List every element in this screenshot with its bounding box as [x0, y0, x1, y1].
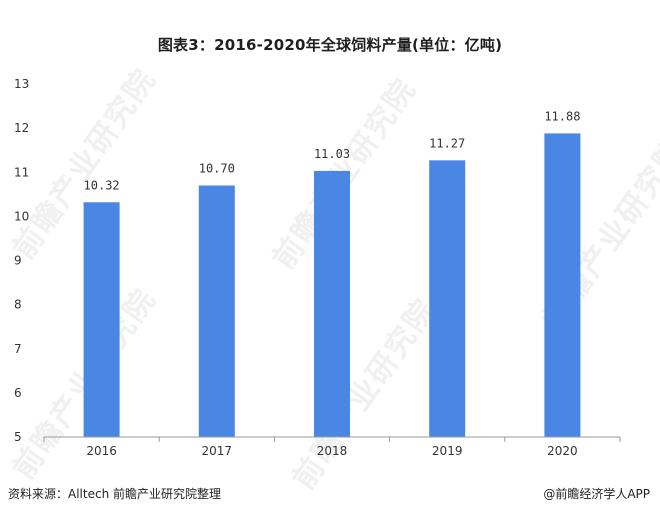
x-tick-label: 2020 — [547, 444, 578, 458]
bar-2019 — [429, 160, 466, 437]
bar-2016 — [83, 202, 120, 437]
bar-2020 — [544, 133, 581, 438]
y-tick-label: 10 — [14, 209, 29, 223]
data-label: 10.70 — [199, 161, 235, 175]
data-label: 10.32 — [84, 178, 120, 192]
y-tick-label: 7 — [14, 342, 22, 356]
x-tick-label: 2016 — [86, 444, 117, 458]
chart-title: 图表3：2016-2020年全球饲料产量(单位：亿吨) — [157, 36, 503, 54]
x-axis-ticks: 2016 2017 2018 2019 2020 — [43, 437, 621, 458]
data-label: 11.88 — [544, 109, 580, 123]
source-note: 资料来源：Alltech 前瞻产业研究院整理 — [8, 487, 221, 501]
x-tick-label: 2019 — [432, 444, 463, 458]
bar-2018 — [314, 170, 350, 437]
y-tick-label: 12 — [14, 121, 29, 135]
y-tick-label: 13 — [14, 77, 29, 91]
data-label: 11.27 — [429, 136, 465, 150]
y-axis-ticks: 5 6 7 8 9 10 11 12 13 — [14, 77, 29, 444]
x-tick-label: 2017 — [202, 444, 233, 458]
y-tick-label: 6 — [14, 386, 22, 400]
y-tick-label: 11 — [14, 165, 29, 179]
data-labels: 10.32 10.70 11.03 11.27 11.88 — [84, 109, 581, 192]
data-label: 11.03 — [314, 147, 350, 161]
y-tick-label: 8 — [14, 298, 22, 312]
x-tick-label: 2018 — [317, 444, 348, 458]
y-tick-label: 5 — [14, 430, 22, 444]
y-tick-label: 9 — [14, 254, 22, 268]
bar-series — [83, 133, 581, 438]
bar-2017 — [198, 185, 235, 437]
credit-note: @前瞻经济学人APP — [543, 487, 650, 501]
